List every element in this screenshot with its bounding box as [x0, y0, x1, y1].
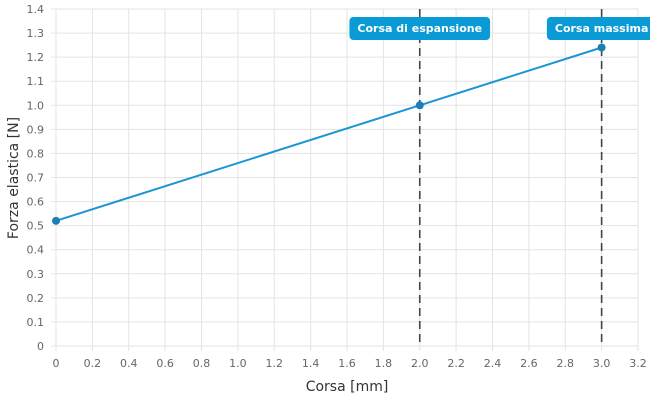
y-tick-label: 0.1 — [27, 316, 45, 329]
data-point — [415, 101, 424, 110]
x-tick-label: 2.8 — [557, 357, 575, 370]
y-tick-label: 1.2 — [27, 51, 45, 64]
marker-label-text: Corsa massima — [555, 22, 649, 35]
x-axis-ticks: 0 0.2 0.4 0.6 0.8 1.0 1.2 1.4 1.6 1.8 2.0 2.2 2.4 2.6… — [53, 357, 647, 370]
y-tick-label: 0.2 — [27, 292, 45, 305]
series-line — [55, 46, 602, 222]
x-tick-label: 0 — [53, 357, 60, 370]
y-tick-label: 1.4 — [27, 3, 45, 16]
x-tick-label: 1.0 — [229, 357, 247, 370]
y-tick-label: 1.0 — [27, 99, 45, 112]
x-tick-label: 2.6 — [520, 357, 538, 370]
marker-label-background — [349, 17, 491, 40]
x-tick-label: 2.2 — [447, 357, 465, 370]
y-tick-label: 0 — [37, 340, 44, 353]
x-tick-label: 1.6 — [338, 357, 356, 370]
x-tick-label: 2.4 — [484, 357, 502, 370]
y-axis-ticks: 0 0.1 0.2 0.3 0.4 0.5 0.6 0.7 0.8 0.9 1.0 1.1 1.2 1.3… — [27, 3, 45, 353]
x-tick-label: 3.0 — [593, 357, 611, 370]
y-tick-label: 0.7 — [27, 172, 45, 185]
x-tick-label: 0.6 — [156, 357, 174, 370]
y-tick-label: 0.3 — [27, 268, 45, 281]
x-tick-label: 3.2 — [629, 357, 647, 370]
data-series — [52, 43, 606, 225]
vertical-markers: Corsa di espansione Corsa massima — [349, 9, 650, 346]
data-point — [597, 43, 606, 52]
grid — [51, 8, 639, 351]
y-tick-label: 0.5 — [27, 220, 45, 233]
marker-label: Corsa massima — [546, 17, 650, 40]
x-axis-title: Corsa [mm] — [306, 379, 389, 395]
x-tick-label: 0.8 — [193, 357, 211, 370]
x-tick-label: 1.8 — [375, 357, 393, 370]
x-tick-label: 2.0 — [411, 357, 429, 370]
x-tick-label: 1.4 — [302, 357, 320, 370]
y-tick-label: 0.9 — [27, 123, 45, 136]
x-tick-label: 0.2 — [84, 357, 102, 370]
marker-label-background — [546, 17, 650, 40]
marker-label-text: Corsa di espansione — [357, 22, 482, 35]
y-tick-label: 1.1 — [27, 75, 45, 88]
y-tick-label: 0.8 — [27, 147, 45, 160]
y-axis-title: Forza elastica [N] — [6, 117, 22, 239]
y-tick-label: 1.3 — [27, 27, 45, 40]
y-tick-label: 0.6 — [27, 196, 45, 209]
x-tick-label: 0.4 — [120, 357, 138, 370]
data-point — [52, 216, 60, 225]
marker-label: Corsa di espansione — [349, 17, 491, 40]
y-tick-label: 0.4 — [27, 244, 45, 257]
x-tick-label: 1.2 — [266, 357, 284, 370]
